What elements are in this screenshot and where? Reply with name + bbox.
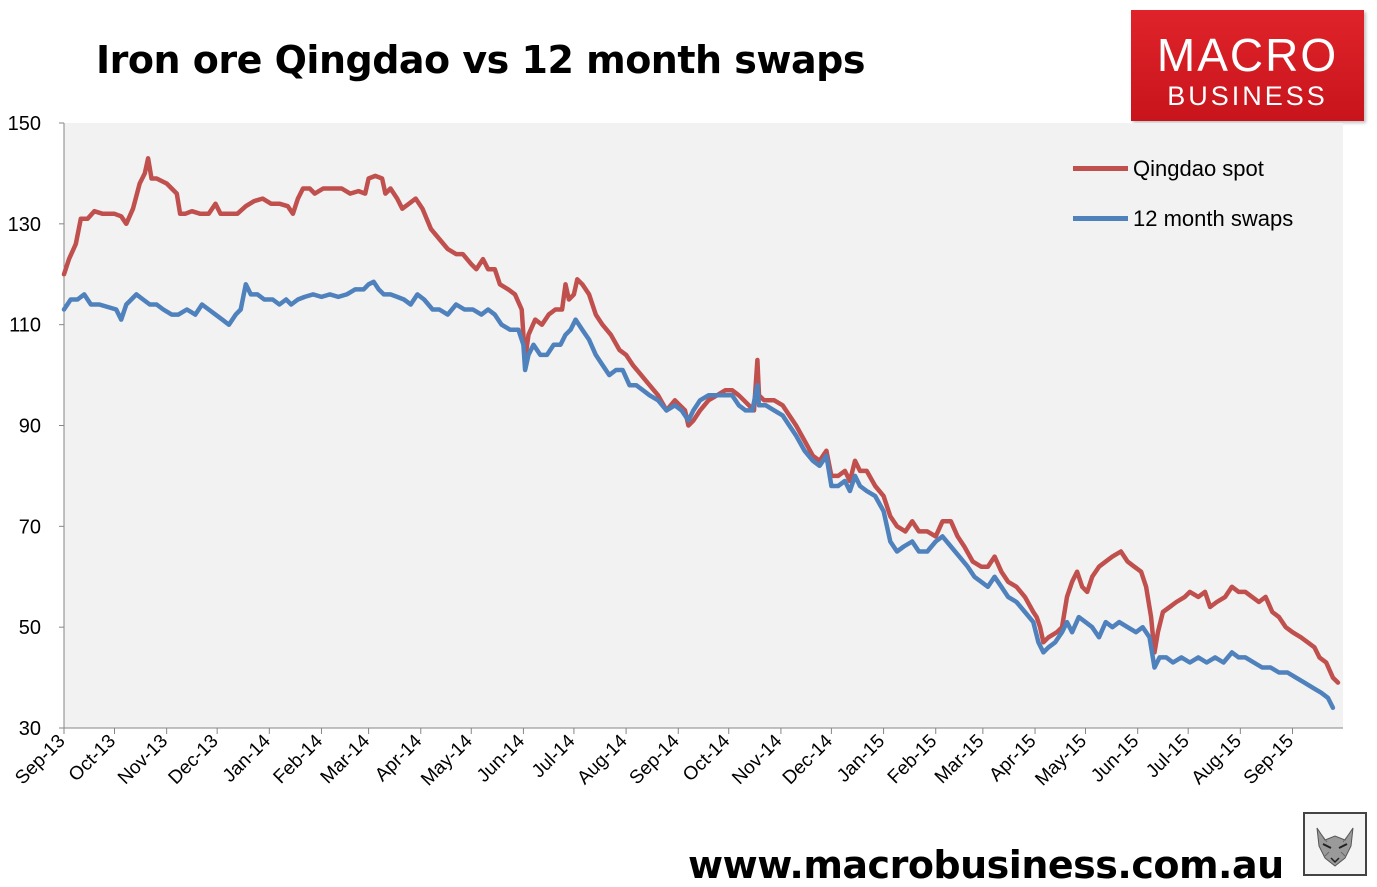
- x-tick-label: Sep-14: [626, 730, 684, 788]
- x-tick-label: Feb-14: [270, 730, 328, 788]
- x-tick-label: Nov-13: [114, 731, 172, 789]
- x-tick-label: Dec-13: [165, 731, 223, 789]
- x-tick-label: Jan-14: [219, 730, 275, 786]
- x-tick-label: Jul-15: [1142, 731, 1193, 782]
- wolf-icon: [1303, 812, 1367, 876]
- x-tick-label: Jul-14: [528, 730, 580, 782]
- x-tick-label: Mar-14: [317, 730, 375, 788]
- series-line-12-month-swaps: [61, 279, 1336, 711]
- x-tick-label: Feb-15: [884, 731, 941, 788]
- x-tick-label: May-14: [417, 730, 477, 790]
- legend-item-qingdao-spot: Qingdao spot: [1073, 156, 1264, 182]
- x-tick-label: Jun-15: [1087, 731, 1143, 787]
- x-tick-label: Oct-13: [65, 731, 120, 786]
- x-tick-label: Aug-14: [573, 730, 631, 788]
- x-tick-label: Aug-15: [1188, 731, 1246, 789]
- x-tick-label: Jun-14: [473, 730, 529, 786]
- y-tick-label: 130: [8, 214, 41, 236]
- y-tick-label: 150: [8, 113, 41, 135]
- logo-line-1: MACRO: [1156, 29, 1339, 81]
- x-tick-label: Nov-14: [728, 730, 786, 788]
- x-tick-label: Sep-15: [1240, 731, 1298, 789]
- x-tick-label: Oct-14: [679, 730, 734, 785]
- legend-item-12-month-swaps: 12 month swaps: [1073, 206, 1293, 232]
- x-tick-label: Dec-14: [779, 730, 837, 788]
- series-line-qingdao-spot: [61, 156, 1341, 685]
- footer-url: www.macrobusiness.com.au: [688, 843, 1284, 887]
- x-tick-label: Mar-15: [931, 731, 988, 788]
- series-layer: [61, 156, 1341, 711]
- legend-label-qingdao-spot: Qingdao spot: [1133, 156, 1264, 181]
- y-tick-label: 110: [9, 315, 41, 337]
- macro-business-logo: MACRO BUSINESS: [1131, 10, 1364, 121]
- legend-swatch-12-month-swaps: [1073, 215, 1128, 221]
- y-tick-label: 50: [19, 617, 41, 639]
- y-tick-label: 70: [19, 516, 41, 538]
- x-tick-label: May-15: [1031, 731, 1091, 791]
- x-tick-label: Jan-15: [833, 731, 889, 787]
- y-tick-label: 30: [19, 718, 41, 740]
- y-tick-label: 90: [19, 416, 41, 438]
- chart-title: Iron ore Qingdao vs 12 month swaps: [96, 38, 866, 82]
- logo-line-2: BUSINESS: [1167, 81, 1328, 111]
- legend-swatch-qingdao-spot: [1073, 165, 1128, 171]
- legend-label-12-month-swaps: 12 month swaps: [1133, 206, 1294, 231]
